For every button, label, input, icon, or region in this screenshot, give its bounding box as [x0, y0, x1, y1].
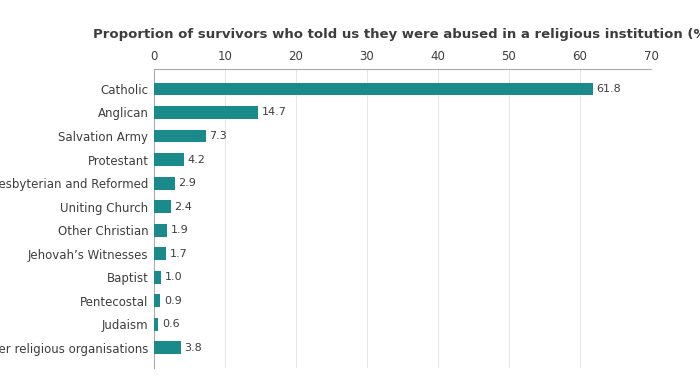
Text: 14.7: 14.7	[262, 108, 287, 118]
Bar	[154, 106, 258, 119]
Text: 3.8: 3.8	[185, 343, 202, 353]
Bar	[154, 224, 167, 237]
Bar	[154, 341, 181, 354]
Bar	[154, 294, 160, 307]
Text: 2.4: 2.4	[174, 201, 193, 211]
Bar	[154, 247, 166, 260]
Text: 7.3: 7.3	[209, 131, 227, 141]
Bar	[154, 82, 593, 95]
Bar	[154, 153, 184, 166]
Bar	[154, 318, 158, 331]
Text: 0.6: 0.6	[162, 319, 179, 329]
Bar	[154, 200, 171, 213]
Text: 1.7: 1.7	[169, 249, 188, 259]
Text: 1.0: 1.0	[164, 272, 182, 282]
Title: Proportion of survivors who told us they were abused in a religious institution : Proportion of survivors who told us they…	[92, 28, 700, 41]
Text: 61.8: 61.8	[596, 84, 621, 94]
Text: 2.9: 2.9	[178, 178, 196, 188]
Bar	[154, 271, 161, 283]
Text: 0.9: 0.9	[164, 296, 182, 306]
Bar	[154, 129, 206, 142]
Text: 4.2: 4.2	[188, 154, 205, 165]
Bar	[154, 177, 174, 190]
Text: 1.9: 1.9	[171, 225, 189, 235]
